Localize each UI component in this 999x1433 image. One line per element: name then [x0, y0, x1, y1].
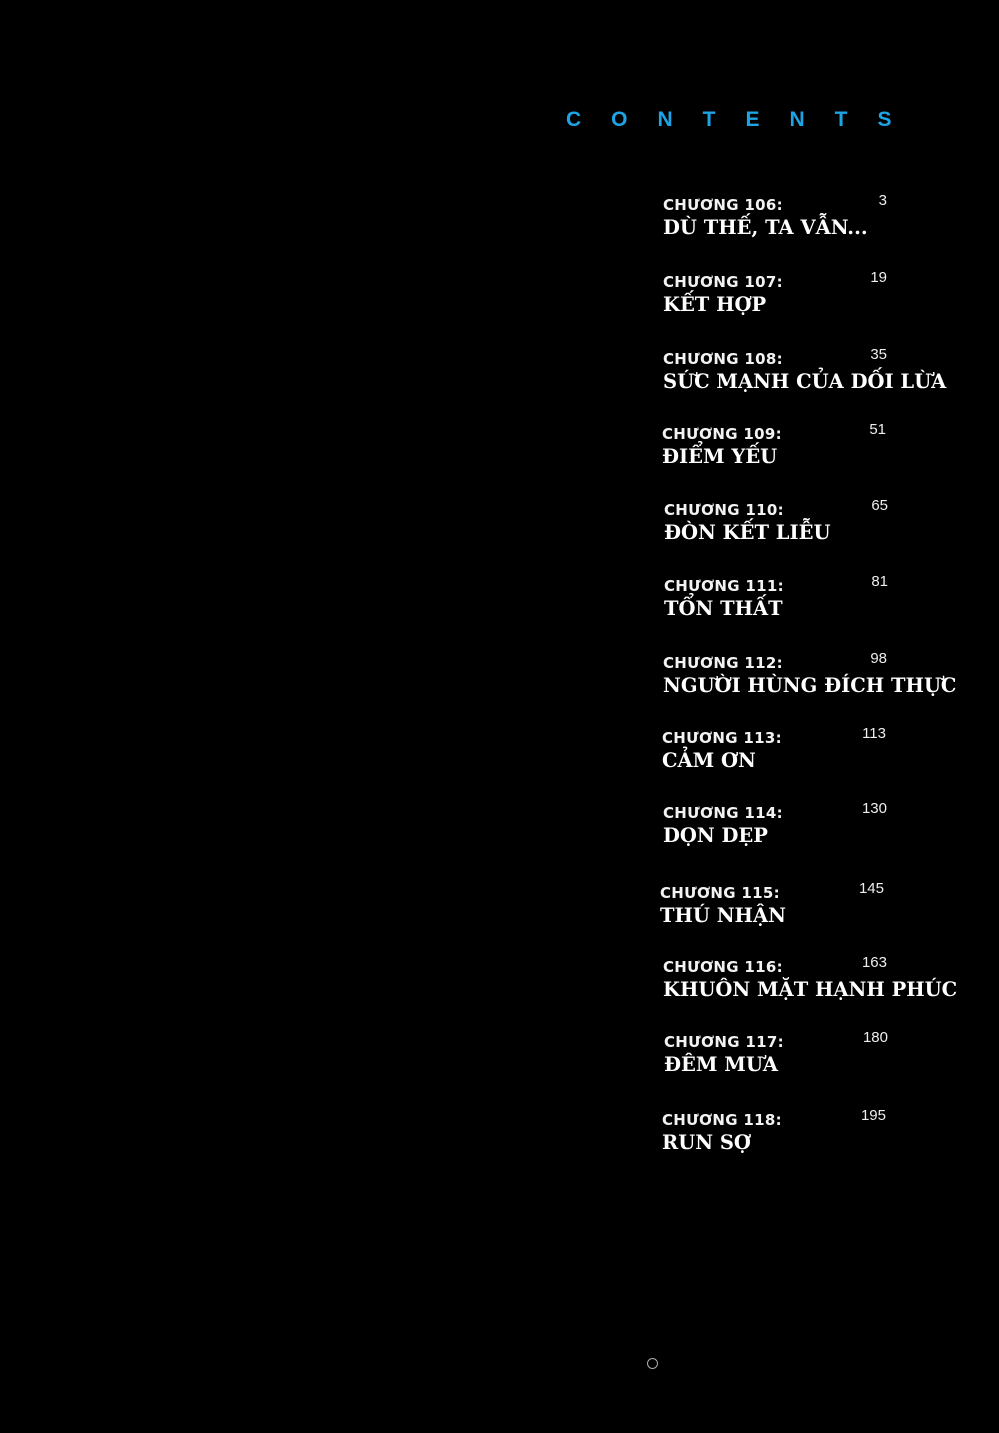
page-number: 51	[869, 421, 886, 438]
chapter-title: DỌN DẸP	[663, 824, 768, 847]
chapter-title: NGƯỜI HÙNG ĐÍCH THỰC	[663, 674, 957, 697]
toc-entry: CHƯƠNG 106: DÙ THẾ, TA VẪN... 3	[663, 192, 923, 256]
toc-entry: CHƯƠNG 118: RUN SỢ 195	[662, 1107, 922, 1171]
chapter-number: CHƯƠNG 113:	[662, 729, 782, 747]
chapter-number: CHƯƠNG 111:	[664, 577, 784, 595]
chapter-title: ĐÊM MƯA	[664, 1053, 779, 1076]
chapter-title: THÚ NHẬN	[660, 904, 786, 927]
toc-entry: CHƯƠNG 107: KẾT HỢP 19	[663, 269, 923, 333]
toc-entry: CHƯƠNG 108: SỨC MẠNH CỦA DỐI LỪA 35	[663, 346, 946, 410]
chapter-title: SỨC MẠNH CỦA DỐI LỪA	[663, 370, 947, 393]
page-number: 19	[870, 269, 887, 286]
chapter-number: CHƯƠNG 107:	[663, 273, 783, 291]
page-number: 180	[862, 1029, 888, 1046]
chapter-title: KHUÔN MẶT HẠNH PHÚC	[663, 978, 958, 1001]
toc-entry: CHƯƠNG 111: TỔN THẤT 81	[664, 573, 924, 637]
page-number: 35	[870, 346, 887, 363]
page-number: 3	[878, 192, 887, 209]
chapter-number: CHƯƠNG 118:	[662, 1111, 782, 1129]
chapter-number: CHƯƠNG 117:	[664, 1033, 784, 1051]
toc-entry: CHƯƠNG 112: NGƯỜI HÙNG ĐÍCH THỰC 98	[663, 650, 956, 714]
toc-entry: CHƯƠNG 110: ĐÒN KẾT LIỄU 65	[664, 497, 924, 561]
page-number: 195	[860, 1107, 886, 1124]
toc-entry: CHƯƠNG 115: THÚ NHẬN 145	[660, 880, 920, 944]
chapter-title: ĐIỂM YẾU	[662, 445, 778, 468]
chapter-number: CHƯƠNG 116:	[663, 958, 783, 976]
page-number: 113	[862, 725, 886, 742]
chapter-number: CHƯƠNG 109:	[662, 425, 782, 443]
toc-entry: CHƯƠNG 116: KHUÔN MẶT HẠNH PHÚC 163	[663, 954, 957, 1018]
toc-entry: CHƯƠNG 117: ĐÊM MƯA 180	[664, 1029, 924, 1093]
chapter-number: CHƯƠNG 106:	[663, 196, 783, 214]
chapter-number: CHƯƠNG 115:	[660, 884, 780, 902]
page-number: 65	[871, 497, 888, 514]
chapter-number: CHƯƠNG 108:	[663, 350, 783, 368]
chapter-title: TỔN THẤT	[664, 597, 783, 620]
page-number: 81	[871, 573, 888, 590]
chapter-number: CHƯƠNG 110:	[664, 501, 784, 519]
page-number: 145	[858, 880, 884, 897]
toc-entry: CHƯƠNG 113: CẢM ƠN 113	[662, 725, 922, 789]
contents-heading: CONTENTS	[566, 108, 922, 131]
chapter-title: ĐÒN KẾT LIỄU	[664, 521, 831, 544]
page-number: 130	[861, 800, 887, 817]
page-marker-icon	[647, 1358, 658, 1369]
page-number: 98	[870, 650, 887, 667]
chapter-title: RUN SỢ	[662, 1131, 751, 1154]
chapter-title: CẢM ƠN	[662, 749, 756, 772]
chapter-title: KẾT HỢP	[663, 293, 767, 316]
page-number: 163	[861, 954, 887, 971]
toc-entry: CHƯƠNG 109: ĐIỂM YẾU 51	[662, 421, 922, 485]
chapter-number: CHƯƠNG 114:	[663, 804, 783, 822]
chapter-number: CHƯƠNG 112:	[663, 654, 783, 672]
chapter-title: DÙ THẾ, TA VẪN...	[663, 216, 868, 239]
toc-entry: CHƯƠNG 114: DỌN DẸP 130	[663, 800, 923, 864]
